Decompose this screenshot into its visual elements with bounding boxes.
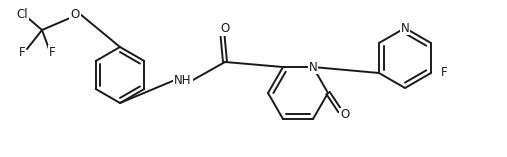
Text: O: O [340,108,350,122]
Text: Cl: Cl [16,8,28,21]
Text: NH: NH [174,73,192,87]
Text: F: F [441,67,448,79]
Text: F: F [49,46,55,59]
Text: N: N [401,22,409,35]
Text: O: O [70,8,80,21]
Text: N: N [309,60,317,73]
Text: F: F [19,46,25,59]
Text: O: O [221,22,230,35]
